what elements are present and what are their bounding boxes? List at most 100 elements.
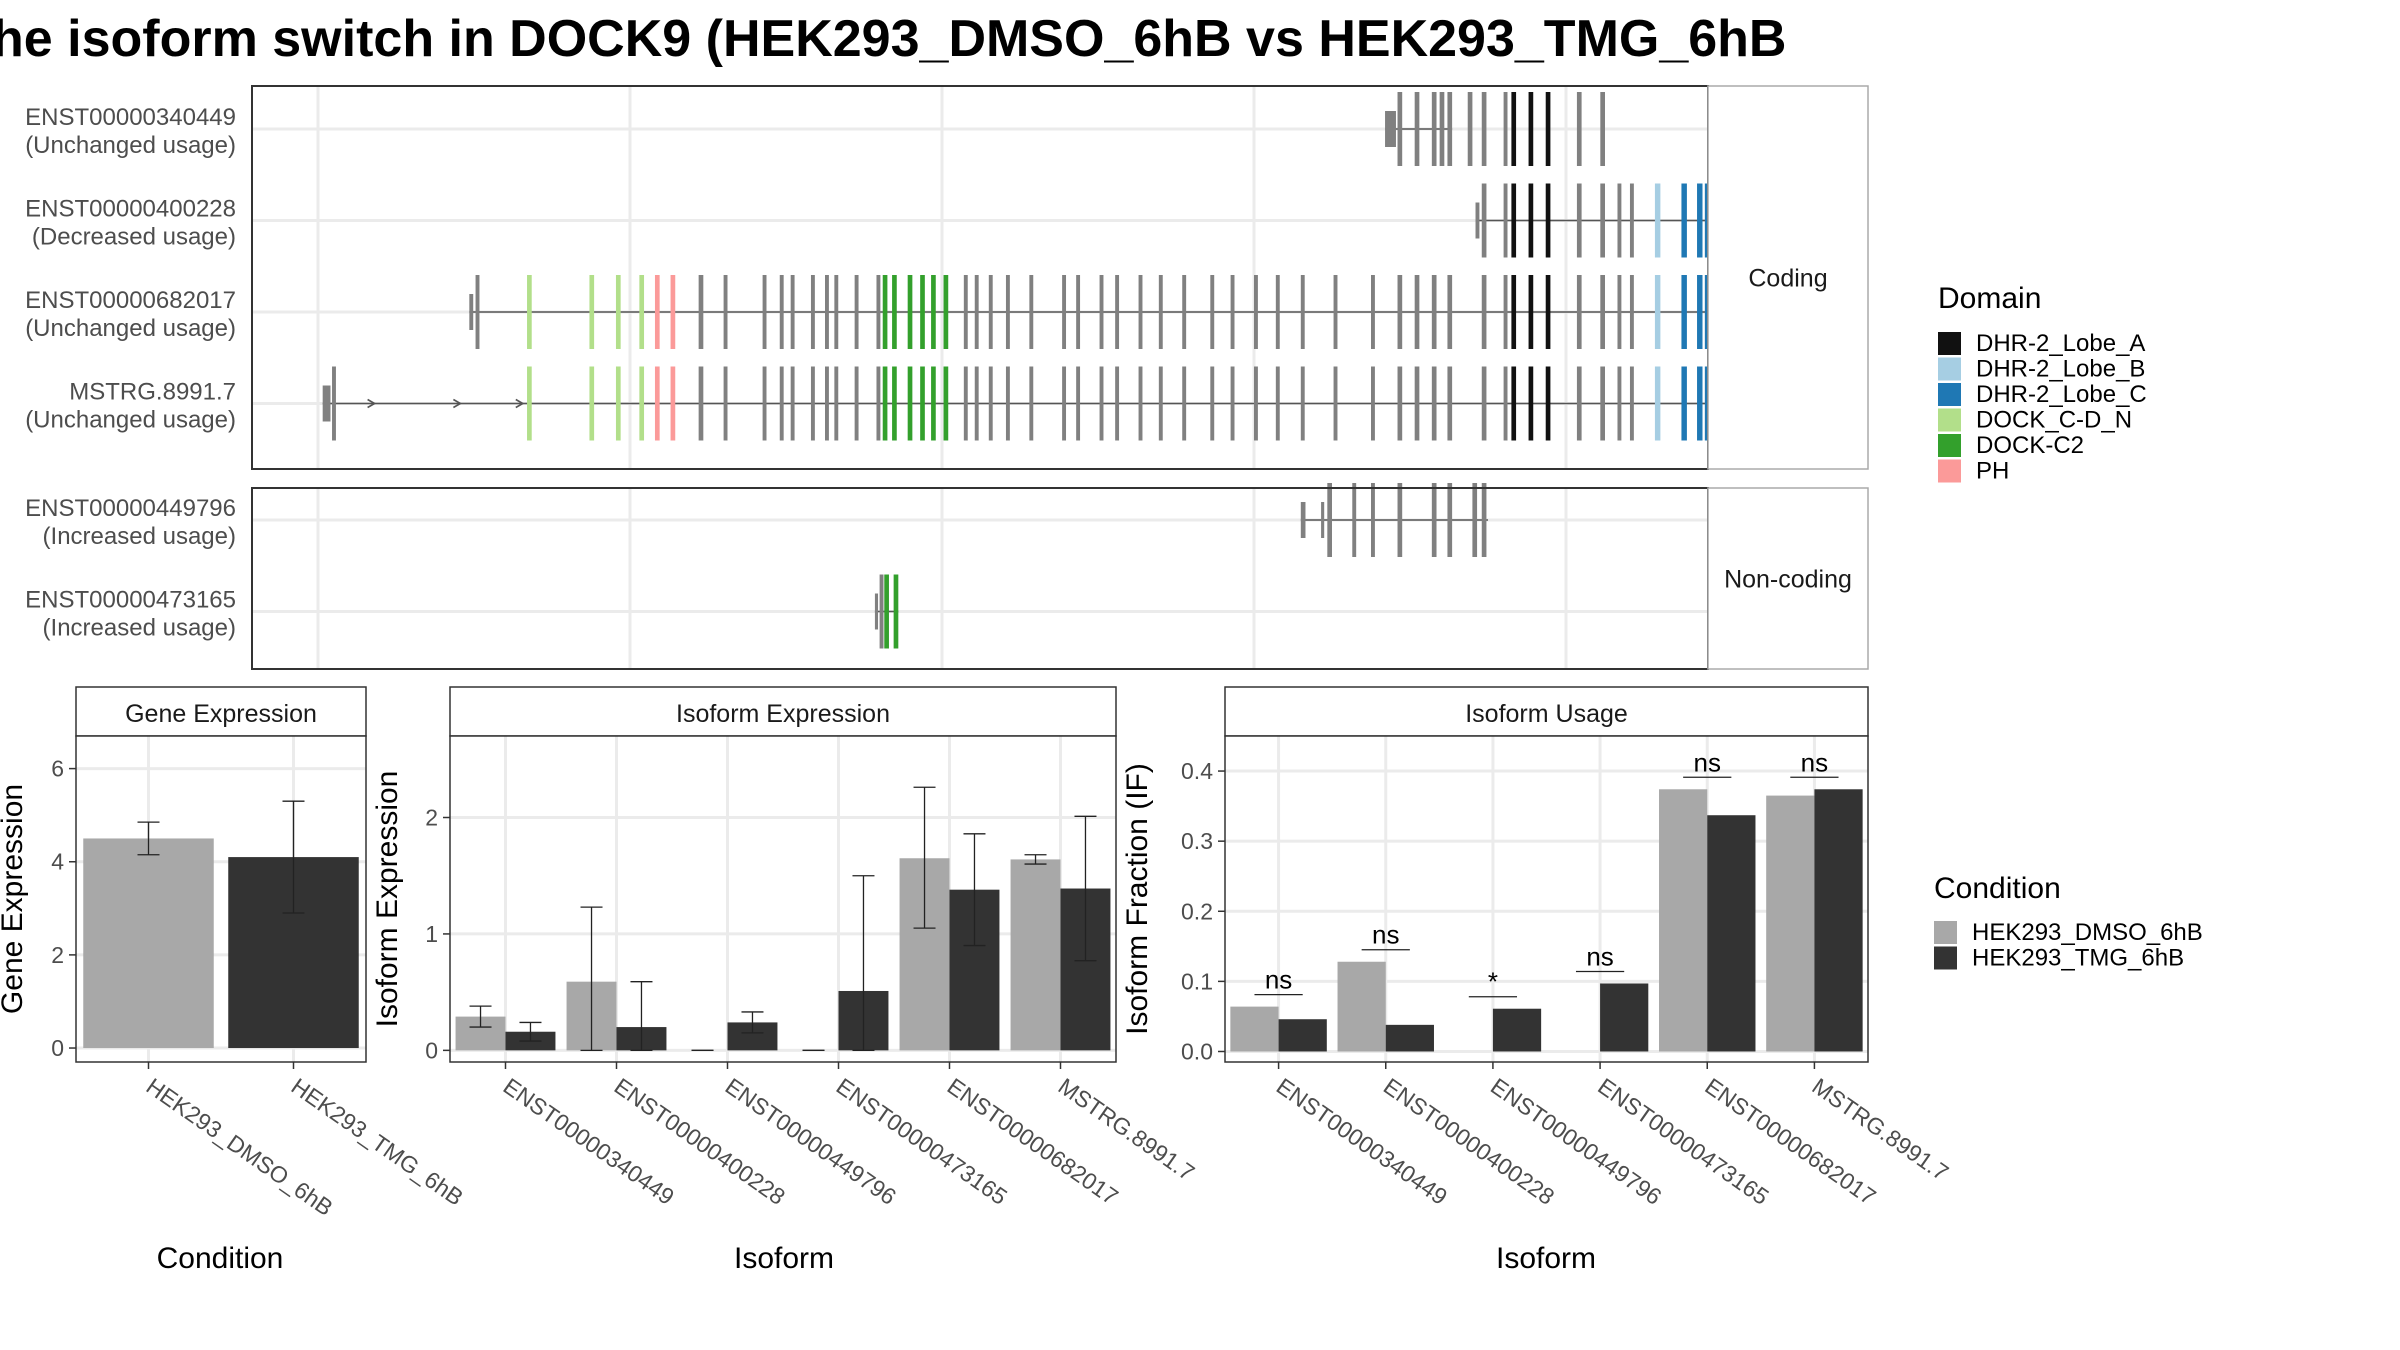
bar (1814, 789, 1863, 1052)
y-tick-label: 0.4 (1181, 758, 1213, 784)
domain-legend-label: PH (1976, 458, 2009, 485)
domain-legend-label: DHR-2_Lobe_C (1976, 381, 2147, 408)
exon (723, 366, 728, 441)
exon (974, 366, 979, 441)
exon (1576, 366, 1582, 441)
domain-legend-title: Domain (1938, 282, 2041, 315)
exon (1254, 275, 1258, 349)
exon (920, 366, 925, 441)
exon (943, 275, 949, 349)
bar (1385, 1024, 1434, 1052)
exon (884, 574, 889, 649)
x-axis-title: Condition (157, 1242, 284, 1275)
y-tick-label: 0.0 (1181, 1038, 1213, 1064)
exon (893, 574, 899, 649)
exon (1617, 275, 1622, 349)
exon (1481, 366, 1487, 441)
facet-strip (1707, 487, 1869, 670)
exon (1371, 275, 1375, 349)
exon (1352, 483, 1357, 557)
exon (1076, 366, 1081, 441)
y-tick-label: 0.2 (1181, 898, 1213, 924)
domain-legend-label: DOCK-C2 (1976, 432, 2084, 459)
chart-panel-border (1224, 735, 1869, 1063)
isoform-usage-chart: Isoform Usage ns ns * ns ns ns 0.0 0.1 0.2 0.3 0.4 E… (1121, 686, 1953, 1275)
exon (825, 366, 829, 441)
facet-strip (1707, 85, 1869, 470)
exon (1029, 275, 1034, 349)
exon (1697, 366, 1703, 441)
exon (1439, 92, 1445, 166)
exon (1511, 92, 1517, 166)
significance-label: ns (1265, 965, 1292, 995)
exon (963, 275, 968, 349)
exon (907, 275, 913, 349)
exon (1681, 366, 1687, 441)
exon (1431, 275, 1437, 349)
exon (1528, 366, 1534, 441)
exon (1005, 275, 1010, 349)
bar (1010, 859, 1061, 1051)
significance-label: ns (1586, 941, 1613, 971)
exon (1697, 183, 1703, 258)
exon (1397, 92, 1403, 166)
exon (639, 366, 645, 441)
exon (1115, 275, 1120, 349)
domain-legend-swatch (1938, 434, 1961, 457)
exon (1431, 366, 1437, 441)
transcript-name: ENST00000473165 (25, 587, 236, 614)
condition-legend-label: HEK293_DMSO_6hB (1972, 919, 2203, 946)
exon (1099, 275, 1104, 349)
exon (1076, 275, 1081, 349)
figure-title: he isoform switch in DOCK9 (HEK293_DMSO_… (0, 10, 1786, 68)
exon (1371, 366, 1375, 441)
exon (589, 366, 595, 441)
transcript-usage: (Unchanged usage) (25, 132, 236, 159)
domain-legend-swatch (1938, 383, 1961, 406)
exon (1300, 366, 1305, 441)
condition-legend-swatch (1934, 946, 1957, 970)
isoform-expression-chart: Isoform Expression012ENST00000340449ENST… (371, 686, 1199, 1275)
x-tick-label: ENST00000449796 (1486, 1073, 1666, 1210)
exon (963, 366, 968, 441)
exon (1005, 366, 1010, 441)
exon (1397, 366, 1403, 441)
exon (1414, 366, 1420, 441)
structure-panel-bg (252, 86, 1708, 469)
exon (1545, 366, 1551, 441)
exon (1654, 366, 1661, 441)
domain-legend-label: DHR-2_Lobe_B (1976, 356, 2145, 383)
exon (527, 275, 532, 349)
exon (790, 366, 795, 441)
domain-legend-swatch (1938, 357, 1961, 381)
bar (1278, 1019, 1327, 1052)
exon (1210, 366, 1215, 441)
exon (1545, 92, 1551, 166)
exon (854, 275, 859, 349)
chart-panel-bg (1225, 736, 1868, 1062)
exon (698, 275, 704, 349)
exon (1472, 483, 1478, 557)
exon (1447, 275, 1453, 349)
exon (1654, 183, 1661, 258)
exon (527, 366, 532, 441)
exon (723, 275, 728, 349)
exon (475, 275, 480, 349)
bar (1337, 961, 1386, 1052)
exon (834, 275, 839, 349)
significance-label: ns (1801, 747, 1828, 777)
chart-strip (75, 686, 367, 737)
transcript-name: MSTRG.8991.7 (69, 379, 236, 406)
exon (589, 275, 595, 349)
domain-legend-swatch (1938, 408, 1961, 432)
exon (882, 275, 888, 349)
chart-title: Isoform Usage (1465, 700, 1628, 728)
y-tick-label: 4 (51, 849, 64, 875)
exon (1300, 275, 1305, 349)
chart-panel-border (449, 735, 1117, 1063)
exon (615, 366, 621, 441)
exon (1099, 366, 1104, 441)
exon (1397, 483, 1403, 557)
exon (1545, 183, 1551, 258)
